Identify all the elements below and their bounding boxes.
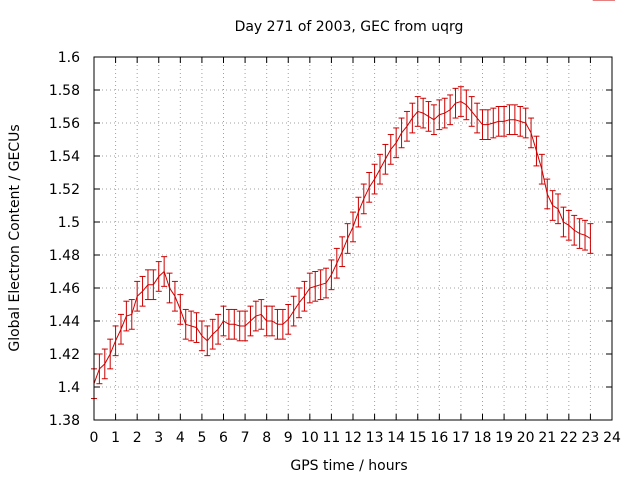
x-tick-label: 0 bbox=[90, 430, 99, 446]
y-tick-label: 1.4 bbox=[58, 380, 80, 396]
x-tick-label: 11 bbox=[323, 430, 341, 446]
series-gec bbox=[91, 0, 615, 400]
x-tick-label: 2 bbox=[133, 430, 142, 446]
x-tick-label: 22 bbox=[560, 430, 578, 446]
chart-title: Day 271 of 2003, GEC from uqrg bbox=[235, 19, 464, 35]
x-tick-label: 18 bbox=[474, 430, 492, 446]
y-tick-label: 1.48 bbox=[49, 248, 80, 264]
x-tick-label: 15 bbox=[409, 430, 427, 446]
x-tick-label: 21 bbox=[538, 430, 556, 446]
plot-frame bbox=[93, 56, 613, 421]
y-axis-label: Global Electron Content / GECUs bbox=[7, 124, 23, 351]
x-tick-label: 4 bbox=[176, 430, 185, 446]
x-tick-label: 7 bbox=[241, 430, 250, 446]
x-tick-label: 9 bbox=[284, 430, 293, 446]
y-tick-label: 1.52 bbox=[49, 182, 80, 198]
x-tick-label: 16 bbox=[430, 430, 448, 446]
axis-ticks bbox=[93, 56, 613, 421]
y-tick-label: 1.38 bbox=[49, 413, 80, 429]
y-tick-label: 1.56 bbox=[49, 116, 80, 132]
x-tick-labels: 0 1 2 3 4 5 6 7 8 9 10 11 12 13 14 15 16 17 18 19 20 21 22 23 24 bbox=[90, 430, 621, 446]
y-tick-label: 1.54 bbox=[49, 149, 80, 165]
y-tick-label: 1.44 bbox=[49, 314, 80, 330]
x-tick-label: 1 bbox=[111, 430, 120, 446]
x-tick-label: 8 bbox=[262, 430, 271, 446]
y-tick-label: 1.46 bbox=[49, 281, 80, 297]
x-tick-label: 10 bbox=[301, 430, 319, 446]
x-tick-label: 20 bbox=[517, 430, 535, 446]
x-tick-label: 13 bbox=[366, 430, 384, 446]
x-tick-label: 12 bbox=[344, 430, 362, 446]
x-tick-label: 3 bbox=[154, 430, 163, 446]
x-tick-label: 19 bbox=[495, 430, 513, 446]
x-tick-label: 14 bbox=[387, 430, 405, 446]
y-tick-label: 1.6 bbox=[58, 50, 80, 66]
x-tick-label: 5 bbox=[197, 430, 206, 446]
y-tick-labels: 1.38 1.4 1.42 1.44 1.46 1.48 1.5 1.52 1.54 1.56 1.… bbox=[49, 50, 80, 429]
y-tick-label: 1.42 bbox=[49, 347, 80, 363]
y-tick-label: 1.58 bbox=[49, 83, 80, 99]
x-tick-label: 6 bbox=[219, 430, 228, 446]
x-axis-label: GPS time / hours bbox=[290, 458, 407, 474]
series-line bbox=[93, 101, 591, 384]
x-tick-label: 17 bbox=[452, 430, 470, 446]
x-tick-label: 23 bbox=[582, 430, 600, 446]
y-tick-label: 1.5 bbox=[58, 215, 80, 231]
x-tick-label: 24 bbox=[603, 430, 621, 446]
